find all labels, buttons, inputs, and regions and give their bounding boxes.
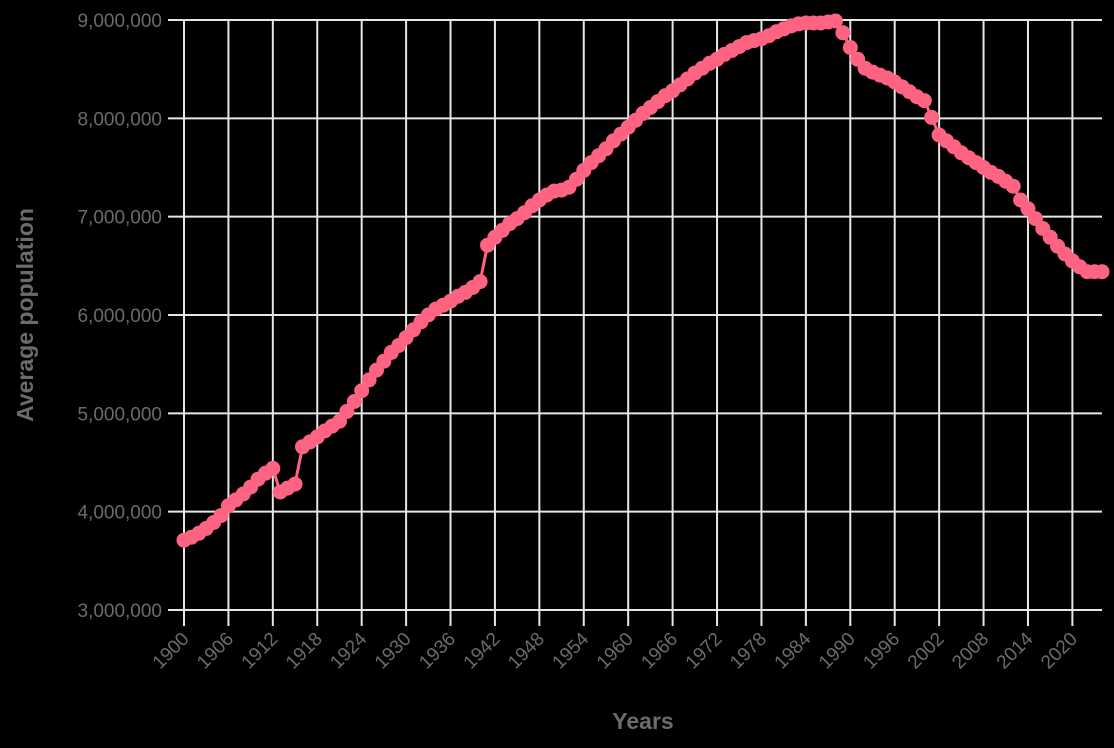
y-tick-label: 7,000,000 bbox=[77, 208, 162, 229]
data-point[interactable] bbox=[842, 40, 858, 55]
x-tick-label: 1996 bbox=[859, 629, 904, 674]
y-tick-label: 6,000,000 bbox=[77, 306, 162, 327]
x-tick-label: 1954 bbox=[549, 628, 594, 673]
data-point[interactable] bbox=[354, 383, 370, 399]
x-tick-label: 1930 bbox=[371, 629, 416, 674]
x-tick-label: 1900 bbox=[149, 629, 194, 674]
x-tick-label: 1966 bbox=[637, 629, 682, 674]
data-point[interactable] bbox=[835, 25, 851, 41]
x-gridlines bbox=[183, 20, 1074, 626]
x-tick-label: 1918 bbox=[282, 629, 327, 674]
y-axis-title: Average population bbox=[12, 208, 38, 422]
y-tick-label: 9,000,000 bbox=[77, 11, 162, 32]
data-point[interactable] bbox=[1005, 178, 1021, 194]
series-line bbox=[183, 19, 1102, 542]
x-tick-label: 1924 bbox=[326, 628, 371, 673]
data-point[interactable] bbox=[1094, 264, 1110, 280]
x-tick-label: 1984 bbox=[771, 628, 816, 673]
x-tick-label: 1990 bbox=[815, 629, 860, 674]
data-point[interactable] bbox=[346, 394, 362, 409]
x-tick-label: 1936 bbox=[415, 629, 460, 674]
data-point[interactable] bbox=[924, 109, 940, 125]
data-point[interactable] bbox=[265, 460, 281, 476]
data-point[interactable] bbox=[916, 93, 932, 109]
data-point[interactable] bbox=[287, 476, 303, 492]
x-tick-label: 1906 bbox=[193, 629, 238, 674]
x-tick-label: 2020 bbox=[1037, 629, 1082, 674]
x-tick-label: 1912 bbox=[238, 629, 283, 674]
population-series bbox=[176, 13, 1110, 548]
x-tick-label: 1978 bbox=[726, 629, 771, 674]
y-tick-label: 4,000,000 bbox=[77, 503, 162, 524]
x-tick-label: 1972 bbox=[682, 629, 727, 674]
x-tick-label: 1948 bbox=[504, 629, 549, 674]
x-tick-label: 2002 bbox=[904, 629, 949, 674]
y-tick-label: 8,000,000 bbox=[77, 109, 162, 130]
y-tick-label: 3,000,000 bbox=[77, 601, 162, 622]
y-axis-tick-labels: 3,000,000 4,000,000 5,000,000 6,000,000 7,00… bbox=[77, 11, 162, 622]
x-tick-label: 2008 bbox=[948, 629, 993, 674]
x-axis-title: Years bbox=[612, 708, 673, 734]
data-point[interactable] bbox=[472, 274, 488, 290]
x-tick-label: 1942 bbox=[460, 629, 505, 674]
x-axis-tick-labels: 1900 1906 1912 1918 1924 1930 1936 1942 1948 1954… bbox=[149, 628, 1082, 673]
data-point[interactable] bbox=[828, 13, 843, 29]
y-gridlines bbox=[168, 19, 1102, 611]
x-tick-label: 2014 bbox=[993, 628, 1038, 673]
y-tick-label: 5,000,000 bbox=[77, 404, 162, 425]
x-tick-label: 1960 bbox=[593, 629, 638, 674]
